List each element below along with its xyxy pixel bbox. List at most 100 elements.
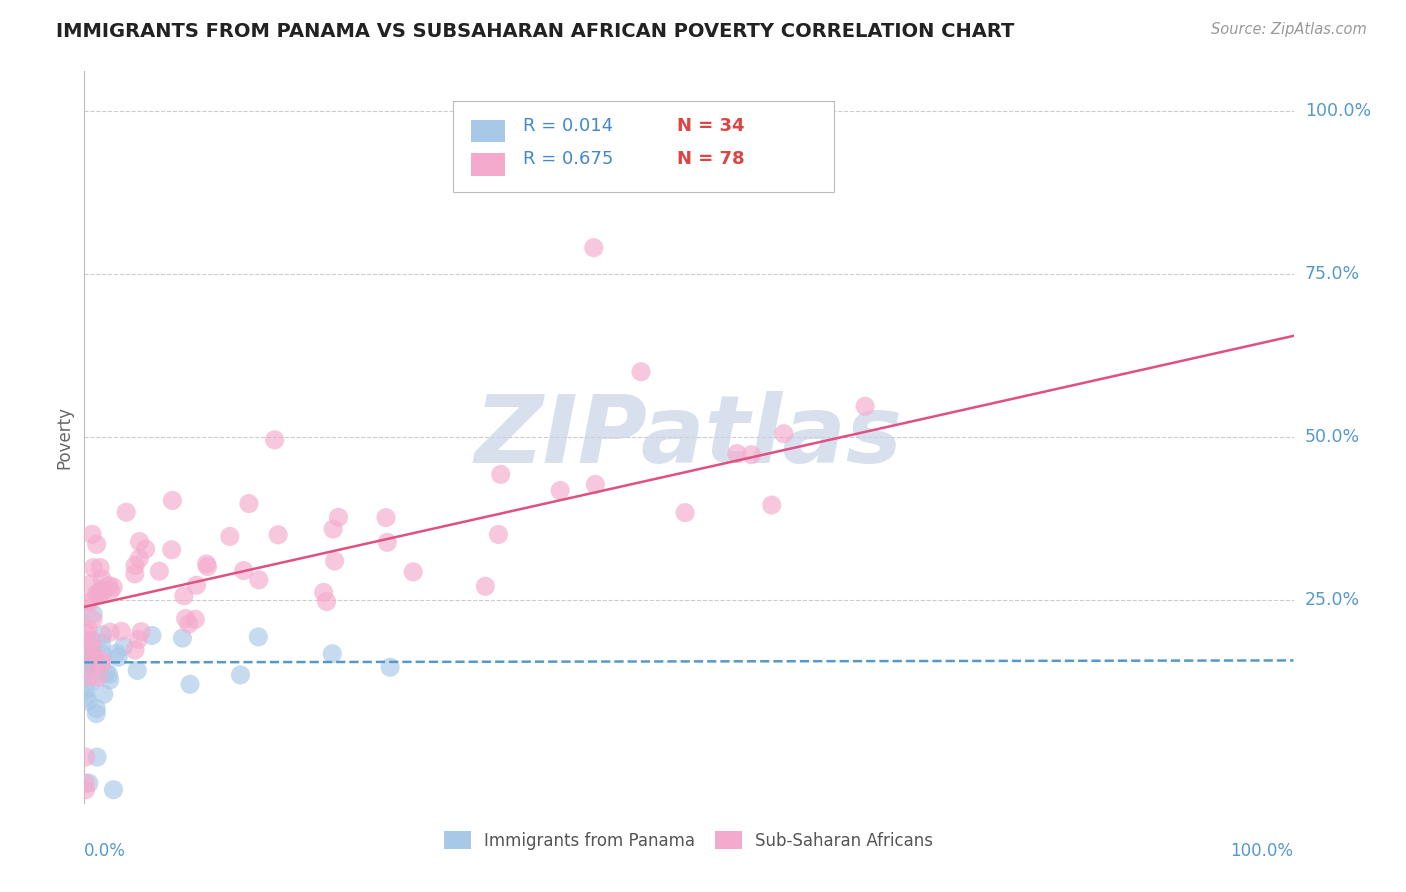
Point <box>76 651 98 665</box>
Point <box>98 673 121 687</box>
Point <box>582 241 605 255</box>
Point <box>115 505 138 519</box>
Point <box>129 624 152 639</box>
Point <box>247 630 270 644</box>
Point <box>89 588 111 602</box>
Point <box>772 426 794 441</box>
Point <box>474 579 496 593</box>
Point <box>725 446 748 460</box>
Point <box>141 628 163 642</box>
Bar <box>471 153 505 176</box>
Point <box>184 612 207 626</box>
Point <box>110 624 132 639</box>
Point <box>128 534 150 549</box>
Point <box>107 650 129 665</box>
Point <box>80 527 103 541</box>
Point <box>630 365 652 379</box>
Point <box>84 706 107 721</box>
Point <box>195 557 218 571</box>
Point <box>75 658 97 673</box>
Point <box>378 660 401 674</box>
Text: 50.0%: 50.0% <box>1305 428 1360 446</box>
Point <box>91 628 114 642</box>
Point <box>315 594 337 608</box>
Point <box>77 648 100 662</box>
Point <box>77 776 100 790</box>
Point <box>148 564 170 578</box>
Text: R = 0.675: R = 0.675 <box>523 150 613 168</box>
Text: IMMIGRANTS FROM PANAMA VS SUBSAHARAN AFRICAN POVERTY CORRELATION CHART: IMMIGRANTS FROM PANAMA VS SUBSAHARAN AFR… <box>56 22 1015 41</box>
Point <box>103 782 125 797</box>
Point <box>77 670 100 684</box>
Point <box>105 647 128 661</box>
Point <box>97 578 120 592</box>
Point <box>77 596 100 610</box>
Text: ZIPatlas: ZIPatlas <box>475 391 903 483</box>
Point <box>177 617 200 632</box>
Point <box>174 612 197 626</box>
Point <box>91 572 114 586</box>
Point <box>321 647 343 661</box>
Point <box>75 683 97 698</box>
Point <box>548 483 571 498</box>
Point <box>322 522 344 536</box>
Point <box>179 677 201 691</box>
Point <box>124 566 146 581</box>
Point <box>197 559 219 574</box>
Point <box>86 537 108 551</box>
Bar <box>471 120 505 143</box>
Point <box>238 497 260 511</box>
Point <box>229 668 252 682</box>
Point <box>673 506 696 520</box>
Text: 0.0%: 0.0% <box>84 842 127 860</box>
Point <box>75 750 97 764</box>
Text: 75.0%: 75.0% <box>1305 265 1360 283</box>
Point <box>90 657 112 671</box>
Point <box>232 564 254 578</box>
Point <box>76 594 98 608</box>
Point <box>218 529 240 543</box>
Point <box>76 622 98 636</box>
Point <box>247 573 270 587</box>
Point <box>127 632 149 647</box>
Legend: Immigrants from Panama, Sub-Saharan Africans: Immigrants from Panama, Sub-Saharan Afri… <box>437 824 941 856</box>
Point <box>124 643 146 657</box>
Point <box>94 665 117 680</box>
Point <box>97 667 120 681</box>
Point <box>375 535 398 549</box>
Point <box>75 690 97 704</box>
Point <box>82 613 104 627</box>
Text: 25.0%: 25.0% <box>1305 591 1360 609</box>
Point <box>82 607 104 621</box>
Point <box>86 750 108 764</box>
Point <box>583 477 606 491</box>
Point <box>86 587 108 601</box>
Point <box>93 687 115 701</box>
Y-axis label: Poverty: Poverty <box>55 406 73 468</box>
Point <box>98 625 121 640</box>
Point <box>80 576 103 591</box>
Point <box>80 640 103 655</box>
Point <box>173 589 195 603</box>
Point <box>312 585 335 599</box>
Point <box>263 433 285 447</box>
Point <box>172 631 194 645</box>
Point <box>84 701 107 715</box>
FancyBboxPatch shape <box>453 101 834 192</box>
Point <box>740 448 762 462</box>
Point <box>87 670 110 684</box>
Point <box>83 654 105 668</box>
Point <box>186 578 208 592</box>
Text: N = 78: N = 78 <box>676 150 744 168</box>
Point <box>82 649 104 664</box>
Point <box>402 565 425 579</box>
Point <box>100 583 122 598</box>
Point <box>91 582 114 597</box>
Point <box>160 542 183 557</box>
Text: R = 0.014: R = 0.014 <box>523 117 613 136</box>
Point <box>75 782 97 797</box>
Point <box>89 560 111 574</box>
Point <box>93 584 115 599</box>
Point <box>112 640 135 654</box>
Point <box>489 467 512 482</box>
